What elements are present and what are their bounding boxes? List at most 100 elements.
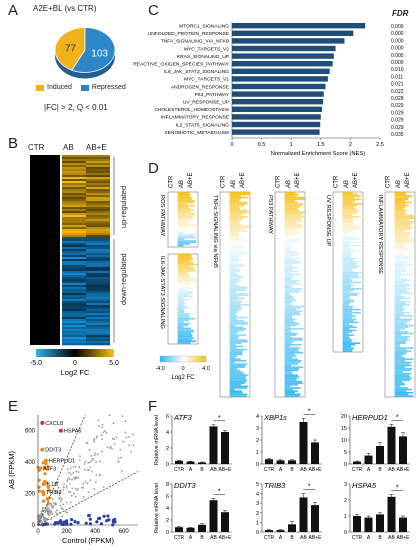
heatmap-cell	[62, 183, 86, 186]
repressed-point	[87, 513, 91, 517]
heatmap-cell	[86, 179, 110, 182]
heatmap-cell	[86, 293, 110, 296]
il6-block-cell	[177, 278, 197, 280]
uv-block-cell	[342, 286, 352, 288]
repressed-point	[99, 522, 104, 526]
inf-block-cell	[394, 200, 405, 202]
uv-block-cell	[342, 219, 354, 221]
heatmap-cell	[86, 341, 110, 344]
category-label: AB+E	[397, 535, 411, 541]
fdr-value: 0.000	[391, 60, 404, 66]
nes-bar	[232, 99, 324, 105]
uv-block-cell	[342, 224, 355, 226]
p53-block-cell	[284, 387, 301, 389]
heatmap-cell	[86, 215, 110, 218]
heatmap-cell	[62, 229, 86, 232]
inf-block-cell	[394, 246, 407, 248]
heatmap-cell	[62, 301, 86, 304]
bg-point	[62, 508, 64, 511]
inf-block-cell	[394, 209, 407, 212]
repressed-point	[70, 518, 74, 522]
inf-block-cell	[394, 254, 404, 256]
tnfa-block-cell	[229, 310, 238, 312]
p53-block-cell	[284, 363, 298, 365]
il6-block-cell	[177, 292, 193, 294]
repressed-point	[88, 517, 92, 521]
inf-block-cell	[394, 216, 415, 218]
bg-point	[84, 481, 87, 483]
p53-block-cell	[284, 331, 292, 333]
ros-block-cell	[177, 217, 194, 220]
inf-block-cell	[394, 276, 400, 279]
tnfa-block-cell	[229, 267, 236, 269]
heatmap-cell	[86, 303, 110, 306]
tnfa-block-cell	[229, 302, 241, 304]
heatmap-cell	[62, 213, 86, 216]
heatmap-cell	[86, 311, 110, 314]
heatmap-cell	[86, 203, 110, 206]
uv-block-cell	[342, 260, 362, 263]
bg-point	[77, 471, 80, 474]
x-tick-label: 1	[290, 142, 293, 148]
heatmap-cell	[86, 225, 110, 228]
y-tick-label: 3	[256, 426, 259, 432]
bg-point	[101, 438, 103, 441]
inf-block-cell	[394, 360, 406, 362]
repressed-point	[56, 521, 60, 525]
p53-block-cell	[284, 256, 291, 258]
bg-point	[63, 483, 65, 486]
p53-block-cell	[284, 376, 300, 378]
heatmap-cell	[62, 247, 86, 250]
heatmap-cell	[62, 289, 86, 292]
bg-point	[99, 473, 101, 476]
il6-block-cell	[177, 338, 192, 341]
inf-block-cell	[394, 377, 412, 380]
ros-block-cell	[177, 238, 185, 240]
ros-block-cell	[177, 206, 189, 208]
category-label: AB+E	[309, 535, 323, 541]
bg-point	[93, 454, 96, 457]
p53-block-cell	[284, 368, 300, 370]
heatmap-cell	[86, 173, 110, 176]
inf-block-cell	[394, 393, 409, 396]
x-axis-title: Control (FPKM)	[62, 536, 115, 545]
bg-point	[101, 423, 104, 426]
inf-block-cell	[394, 363, 410, 365]
heatmap-cell	[62, 297, 86, 300]
heatmap-cell	[86, 231, 110, 234]
x-tick-label: 0	[36, 529, 40, 535]
bg-point	[68, 471, 70, 474]
category-label: CTR	[174, 467, 185, 473]
bg-point	[95, 474, 98, 476]
heatmap-cell	[86, 161, 110, 164]
bg-point	[69, 478, 71, 481]
heatmap-cell	[86, 335, 110, 338]
inf-block-cell	[394, 283, 410, 285]
x-tick-label: 600	[119, 529, 130, 535]
bar	[387, 426, 396, 464]
il6-block-cell	[177, 298, 189, 301]
bg-point	[93, 440, 96, 443]
tnfa-block-cell	[229, 380, 247, 383]
pathway-label: KRAS_SIGNALING_UP	[177, 54, 229, 60]
tnfa-block-cell	[229, 324, 236, 327]
category-label: A	[367, 467, 371, 473]
il6-block-cell	[177, 276, 189, 278]
heatmap-cell	[86, 295, 110, 298]
il6-block-cell	[177, 313, 191, 315]
bg-point	[66, 479, 69, 481]
y-tick-label: 1	[344, 514, 347, 520]
bar	[364, 455, 373, 464]
y-tick-label: 10	[341, 438, 347, 444]
inf-block-cell	[394, 353, 405, 356]
p53-block-cell	[284, 201, 298, 204]
heatmap-cell	[62, 303, 86, 306]
uv-block-cell	[342, 273, 359, 276]
bg-point	[54, 511, 57, 514]
heatmap-cell	[62, 167, 86, 170]
heatmap-cell	[62, 169, 86, 172]
tnfa-block-cell	[229, 257, 239, 260]
induced-point	[47, 488, 51, 492]
tnfa-block-cell	[229, 352, 243, 354]
bg-point	[69, 491, 72, 494]
